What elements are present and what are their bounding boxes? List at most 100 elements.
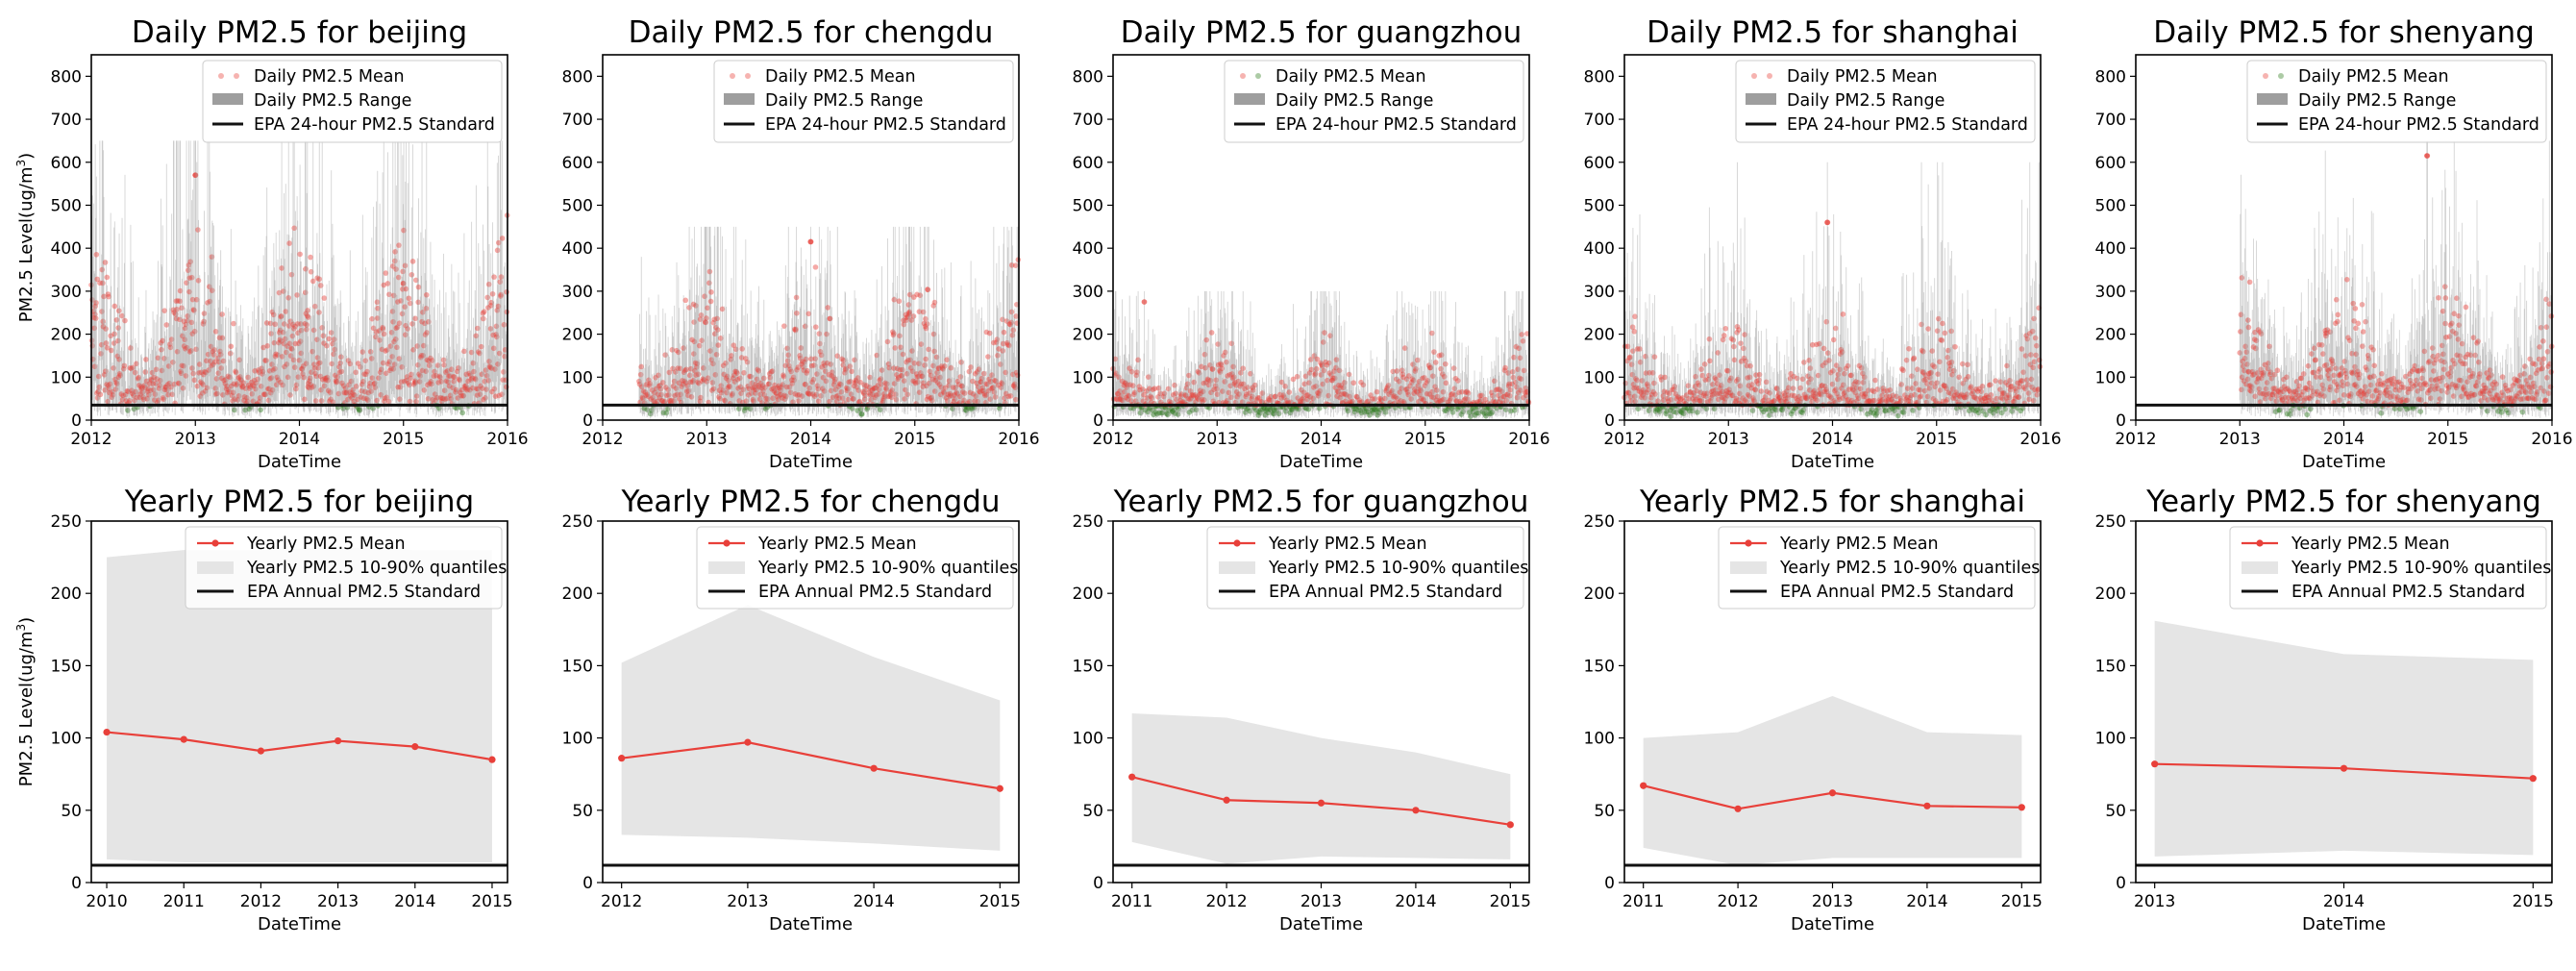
daily-mean-point xyxy=(300,371,306,377)
daily-mean-point xyxy=(377,337,383,343)
daily-mean-point xyxy=(291,225,297,232)
daily-mean-point xyxy=(884,338,891,345)
daily-mean-point xyxy=(242,386,249,391)
daily-mean-point xyxy=(384,394,390,401)
daily-mean-point xyxy=(264,342,271,349)
daily-mean-point xyxy=(1722,325,1729,332)
daily-mean-point xyxy=(250,382,256,388)
legend: Daily PM2.5 Mean Daily PM2.5 Range EPA 24-… xyxy=(202,60,503,143)
daily-mean-point xyxy=(480,310,486,316)
daily-mean-point xyxy=(386,359,393,365)
daily-mean-point xyxy=(701,377,707,383)
daily-mean-point xyxy=(734,370,740,376)
daily-mean-point xyxy=(380,324,385,331)
daily-mean-point xyxy=(328,330,334,336)
daily-mean-point xyxy=(686,372,693,379)
daily-mean-point xyxy=(93,251,100,258)
daily-mean-point xyxy=(673,386,680,391)
daily-mean-point xyxy=(94,390,100,396)
daily-mean-point xyxy=(140,396,147,403)
daily-mean-point xyxy=(216,359,222,365)
daily-mean-point xyxy=(261,391,268,398)
daily-mean-point xyxy=(267,376,274,382)
daily-mean-point xyxy=(670,383,677,389)
daily-mean-point xyxy=(105,398,111,405)
daily-mean-point xyxy=(673,369,679,375)
daily-mean-point xyxy=(723,375,730,382)
daily-mean-point xyxy=(308,268,314,275)
daily-mean-point xyxy=(161,386,168,393)
legend-label: Daily PM2.5 Range xyxy=(254,91,411,111)
daily-mean-point xyxy=(307,375,313,382)
daily-mean-point xyxy=(346,389,353,395)
daily-mean-point xyxy=(281,288,286,294)
daily-mean-point xyxy=(111,303,118,310)
daily-mean-point xyxy=(483,367,489,373)
daily-mean-point xyxy=(247,386,253,391)
daily-mean-point xyxy=(422,320,428,327)
daily-mean-point xyxy=(1455,378,1461,384)
daily-mean-point xyxy=(113,381,120,387)
daily-mean-point xyxy=(232,407,237,413)
daily-mean-point xyxy=(160,337,165,344)
daily-mean-point xyxy=(305,308,310,313)
daily-mean-point xyxy=(496,392,502,399)
daily-mean-point xyxy=(126,398,133,404)
chart-title: Daily PM2.5 for shanghai xyxy=(1647,15,2019,50)
daily-mean-point xyxy=(142,369,149,375)
daily-mean-point xyxy=(272,365,278,372)
daily-mean-point xyxy=(99,309,105,314)
daily-mean-point xyxy=(728,357,734,362)
daily-mean-point xyxy=(428,355,433,361)
daily-mean-point xyxy=(351,391,357,398)
daily-mean-point xyxy=(713,351,720,358)
daily-mean-point xyxy=(448,396,455,402)
daily-mean-point xyxy=(348,378,355,385)
daily-mean-point xyxy=(695,371,702,378)
daily-mean-point xyxy=(283,309,289,314)
daily-mean-point xyxy=(226,388,233,395)
daily-mean-point xyxy=(484,294,491,301)
daily-mean-point xyxy=(700,376,706,382)
daily-mean-point xyxy=(711,331,718,336)
daily-mean-point xyxy=(200,321,207,327)
daily-mean-point xyxy=(152,397,158,403)
daily-mean-point xyxy=(331,336,337,342)
daily-mean-point xyxy=(1443,361,1449,367)
daily-mean-point xyxy=(718,383,725,388)
daily-mean-point xyxy=(113,316,120,323)
daily-mean-point xyxy=(245,382,252,388)
daily-mean-point xyxy=(217,351,224,358)
daily-mean-point xyxy=(859,411,865,417)
daily-mean-point xyxy=(220,391,226,398)
daily-marks xyxy=(636,226,1022,419)
daily-mean-point xyxy=(453,386,459,393)
daily-mean-point xyxy=(393,325,400,332)
daily-mean-point xyxy=(307,378,312,385)
daily-mean-point xyxy=(174,348,181,355)
daily-mean-point xyxy=(407,382,412,388)
daily-mean-point xyxy=(427,381,433,386)
daily-mean-point xyxy=(309,369,314,376)
daily-mean-point xyxy=(1294,373,1300,380)
daily-mean-point xyxy=(897,333,903,339)
daily-mean-point xyxy=(502,347,508,353)
daily-mean-point xyxy=(409,259,416,264)
legend-mean-marker xyxy=(234,73,239,79)
daily-mean-point xyxy=(169,391,176,398)
daily-mean-point xyxy=(104,382,110,387)
daily-mean-point xyxy=(496,239,502,246)
daily-mean-point xyxy=(234,382,240,388)
daily-mean-point xyxy=(125,408,131,413)
daily-mean-point xyxy=(328,396,334,403)
daily-mean-point xyxy=(182,325,188,332)
daily-mean-point xyxy=(470,360,477,366)
daily-mean-point xyxy=(401,227,407,234)
daily-mean-point xyxy=(173,315,180,322)
daily-mean-point xyxy=(214,355,221,361)
daily-mean-point xyxy=(196,370,202,376)
daily-mean-point xyxy=(384,347,390,353)
daily-mean-point xyxy=(312,370,318,377)
daily-mean-point xyxy=(646,377,652,384)
daily-mean-point xyxy=(217,348,223,355)
